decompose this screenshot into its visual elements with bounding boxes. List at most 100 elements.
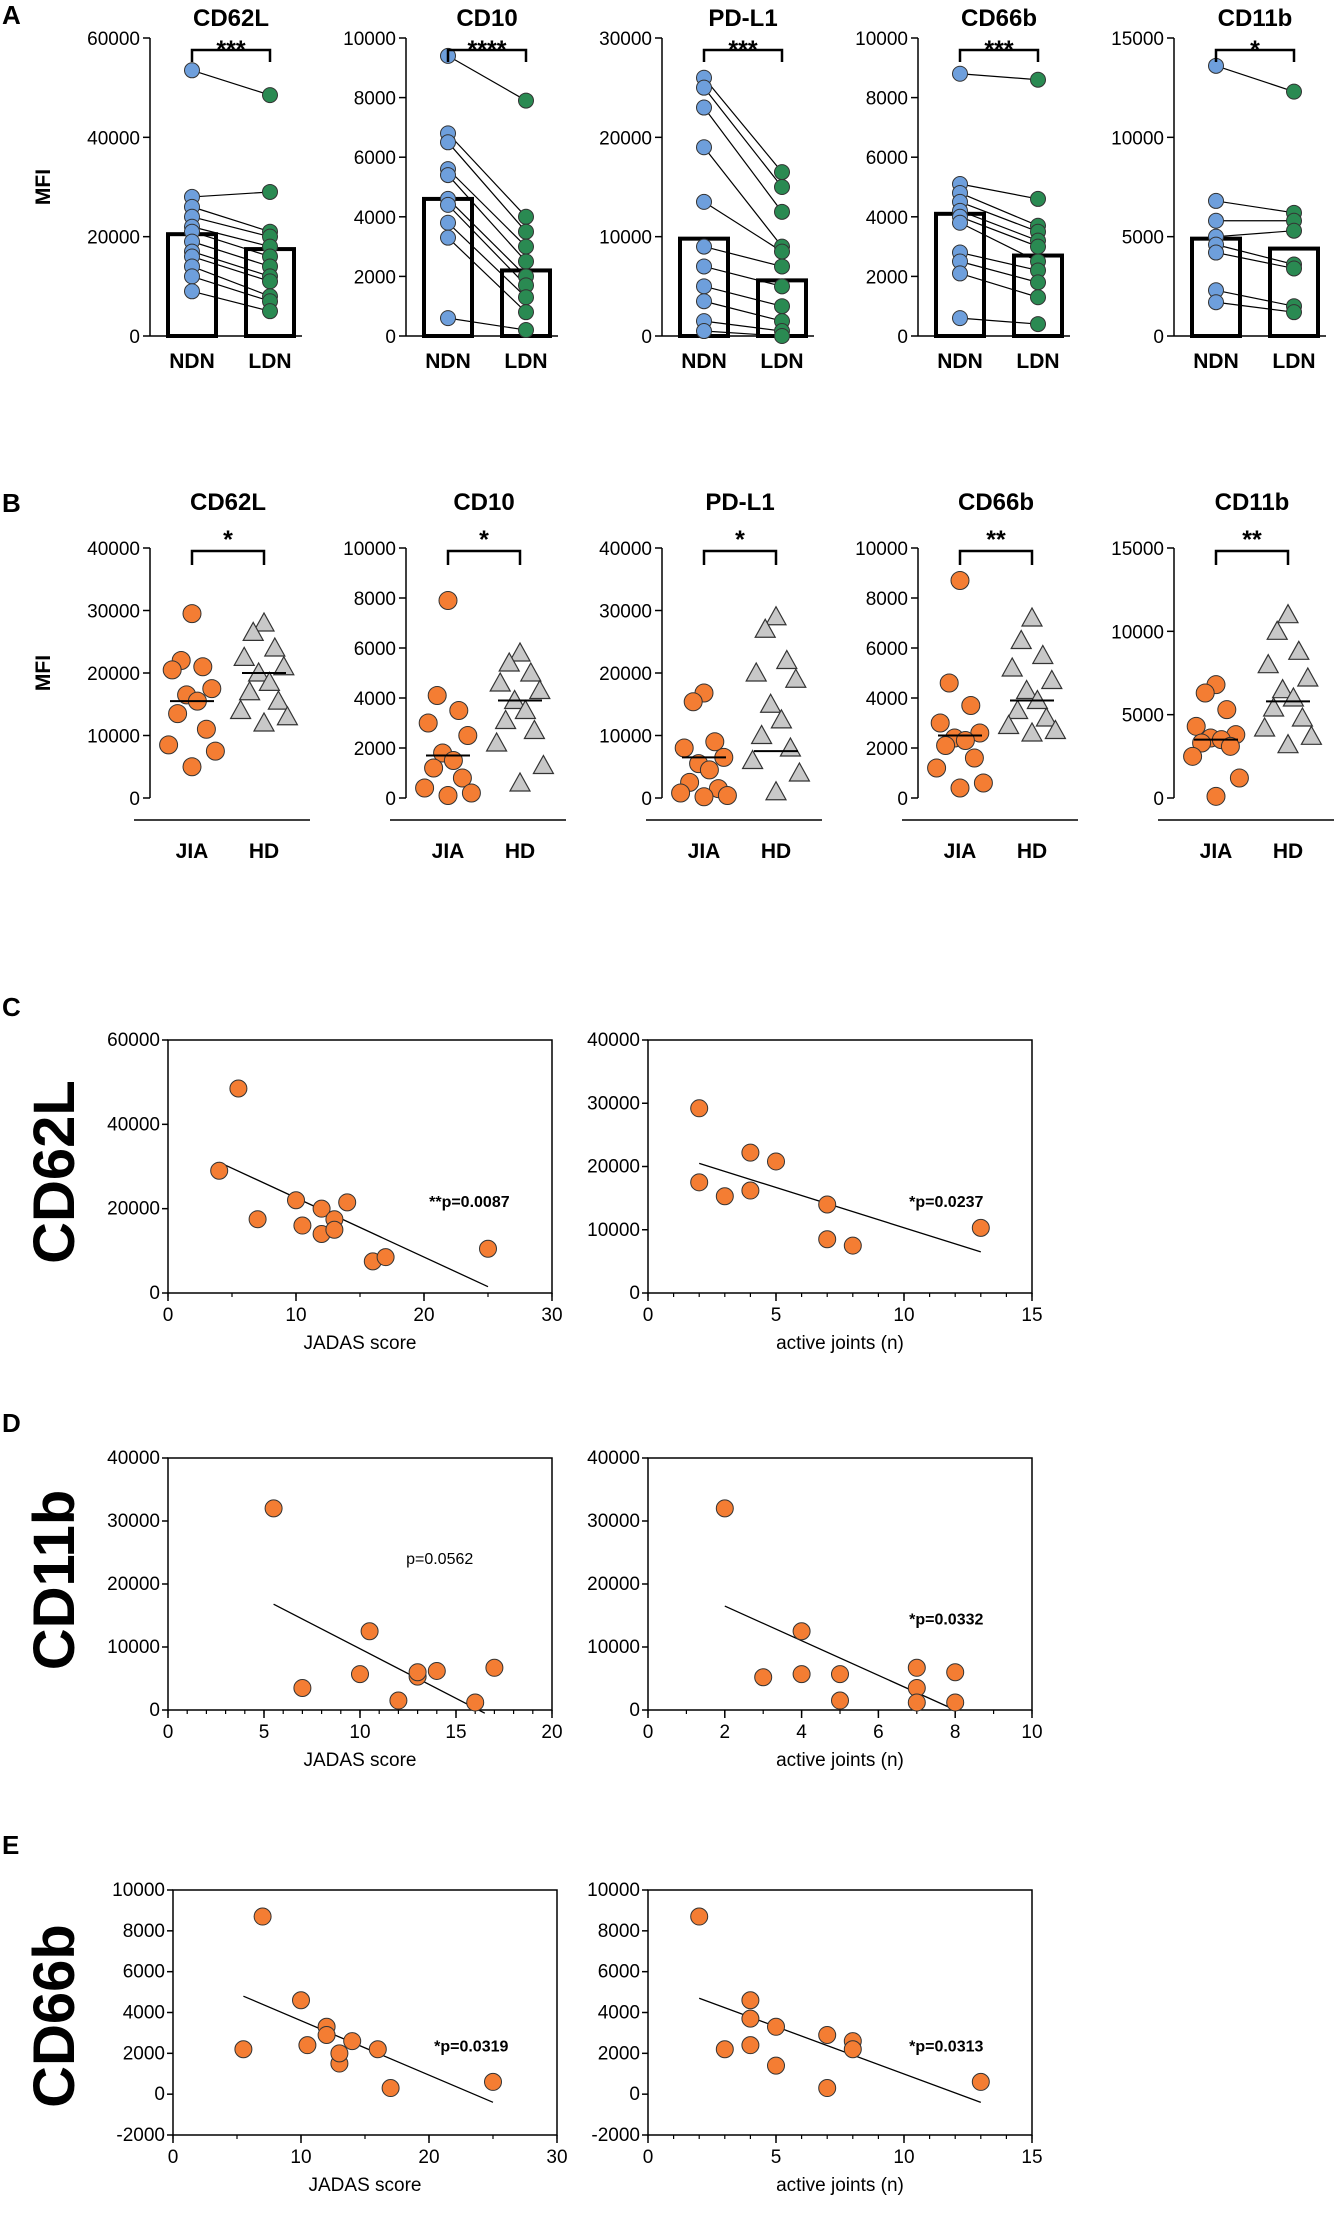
data-point xyxy=(741,2036,760,2055)
hd-point xyxy=(1031,644,1054,665)
paired-line xyxy=(191,69,271,96)
data-point xyxy=(389,1691,408,1710)
hd-point xyxy=(532,754,555,775)
ldn-point xyxy=(518,223,534,240)
x-category-label: HD xyxy=(249,840,279,863)
data-point xyxy=(741,2009,760,2028)
x-category-label: JIA xyxy=(688,840,721,863)
ndn-point xyxy=(696,293,712,310)
jia-point xyxy=(930,713,950,733)
y-tick-label: 0 xyxy=(629,1700,640,1721)
data-point xyxy=(946,1663,965,1682)
data-point xyxy=(330,2044,349,2063)
ndn-point xyxy=(696,139,712,156)
ldn-point xyxy=(518,322,534,339)
jia-point xyxy=(196,719,216,739)
paired-line xyxy=(1215,230,1295,238)
data-point xyxy=(351,1665,369,1684)
ldn-point xyxy=(262,273,278,290)
hd-point xyxy=(489,671,512,692)
hd-point xyxy=(1257,653,1280,674)
data-point xyxy=(715,1499,734,1518)
jia-point xyxy=(950,571,970,590)
y-tick-label: 15000 xyxy=(1111,29,1164,50)
jia-point xyxy=(1195,683,1215,703)
y-tick-label: 20000 xyxy=(107,1574,160,1595)
y-tick-label: 60000 xyxy=(107,1030,160,1051)
y-tick-label: 0 xyxy=(641,327,652,348)
y-tick-label: 30000 xyxy=(87,602,140,623)
x-tick-label: 5 xyxy=(771,1305,782,1326)
y-tick-label: 40000 xyxy=(599,539,652,560)
significance-stars: *** xyxy=(984,36,1013,64)
paired-line xyxy=(703,330,783,337)
chart-title: CD66b xyxy=(958,489,1034,516)
hd-point xyxy=(267,689,290,710)
y-tick-label: 8000 xyxy=(866,89,908,110)
x-tick-label: 10 xyxy=(285,1305,306,1326)
data-point xyxy=(741,1143,760,1162)
y-tick-label: 4000 xyxy=(123,2003,165,2024)
x-category-label: LDN xyxy=(248,350,291,373)
x-tick-label: 0 xyxy=(643,1722,654,1743)
data-point xyxy=(754,1668,773,1687)
ndn-point xyxy=(696,278,712,295)
data-point xyxy=(368,2040,387,2059)
jia-point xyxy=(1206,786,1226,806)
ndn-point xyxy=(952,65,968,82)
y-tick-label: 20000 xyxy=(87,664,140,685)
paired-line xyxy=(447,132,527,218)
hd-point xyxy=(745,661,768,682)
data-point xyxy=(312,1199,331,1218)
y-tick-label: 40000 xyxy=(87,539,140,560)
paired-line xyxy=(1215,244,1295,266)
y-tick-label: 4000 xyxy=(866,208,908,229)
x-tick-label: 6 xyxy=(873,1722,884,1743)
data-point xyxy=(831,1665,849,1684)
ldn-point xyxy=(1286,304,1302,321)
ndn-point xyxy=(184,62,200,79)
data-point xyxy=(946,1693,965,1712)
chart-b5: 0 5000 10000 15000 JIA HD ** CD11b xyxy=(1111,489,1334,863)
x-category-label: HD xyxy=(1017,840,1047,863)
y-tick-label: 0 xyxy=(149,1700,160,1721)
y-tick-label: 10000 xyxy=(343,29,396,50)
jia-point xyxy=(162,660,182,680)
y-tick-label: 10000 xyxy=(599,228,652,249)
y-tick-label: 20000 xyxy=(599,664,652,685)
p-value-annotation: **p=0.0087 xyxy=(429,1194,510,1211)
jia-point xyxy=(427,686,447,705)
data-point xyxy=(466,1693,485,1712)
data-point xyxy=(210,1161,229,1180)
paired-line xyxy=(959,216,1039,248)
ldn-point xyxy=(774,203,790,220)
x-tick-label: 30 xyxy=(541,1305,562,1326)
paired-line xyxy=(191,191,271,198)
x-axis-label: JADAS score xyxy=(309,2175,422,2196)
paired-line xyxy=(447,141,527,233)
chart-title: CD62L xyxy=(193,5,269,32)
paired-line xyxy=(959,222,1039,263)
data-point xyxy=(293,1678,312,1697)
paired-line xyxy=(191,255,271,282)
jia-point xyxy=(927,758,947,778)
chart-title: CD11b xyxy=(1215,489,1290,516)
y-tick-label: 0 xyxy=(385,789,396,810)
data-point xyxy=(264,1499,283,1518)
data-point xyxy=(293,1216,312,1235)
hd-point xyxy=(514,699,537,720)
paired-line xyxy=(1215,301,1295,313)
paired-line xyxy=(1215,65,1295,93)
x-category-label: HD xyxy=(761,840,791,863)
ndn-point xyxy=(1208,244,1224,261)
jia-point xyxy=(458,726,478,745)
y-tick-label: 6000 xyxy=(354,148,396,169)
data-point xyxy=(229,1079,248,1098)
data-point xyxy=(843,2040,862,2059)
paired-line xyxy=(703,320,783,332)
jia-point xyxy=(168,704,188,724)
x-tick-label: 10 xyxy=(349,1722,370,1743)
y-tick-label: 0 xyxy=(385,327,396,348)
x-tick-label: 0 xyxy=(643,1305,654,1326)
hd-point xyxy=(1020,721,1044,742)
